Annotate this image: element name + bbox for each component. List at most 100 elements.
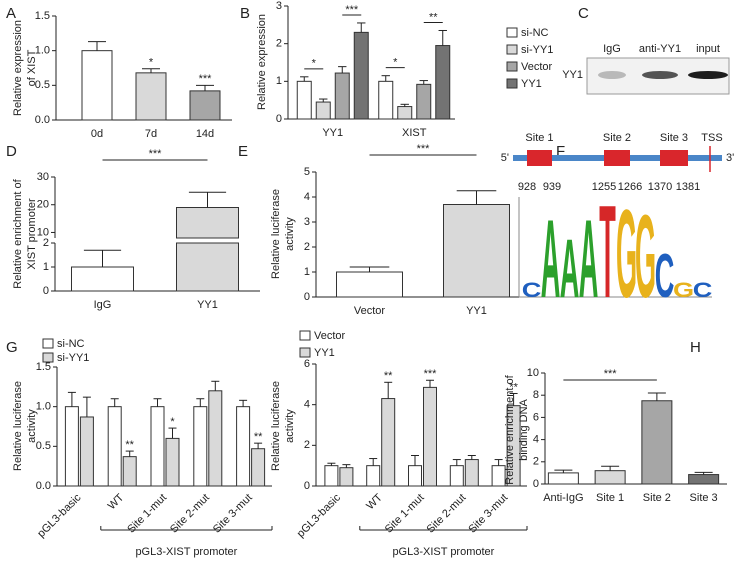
logo-letter: T xyxy=(599,179,616,326)
legend-swatch xyxy=(299,330,311,341)
panel-label: E xyxy=(238,143,248,160)
bar xyxy=(381,398,396,487)
legend-label: Vector xyxy=(314,330,346,342)
x-tick-label: WT xyxy=(364,491,385,512)
legend-label: si-NC xyxy=(57,338,85,350)
bar xyxy=(594,470,626,485)
y-tick-label: 0.0 xyxy=(35,114,50,126)
blot-band xyxy=(642,71,678,79)
y-axis-label: of XIST xyxy=(26,49,38,86)
y-tick-label: 1 xyxy=(43,261,49,273)
bar xyxy=(416,83,432,120)
legend-swatch xyxy=(506,78,518,89)
y-axis-label: Relative enrichment of xyxy=(504,374,516,484)
bar xyxy=(193,406,208,487)
y-tick-label: 0.0 xyxy=(36,480,51,492)
y-tick-label: 10 xyxy=(37,226,49,238)
panel-label: B xyxy=(240,5,250,22)
bar xyxy=(189,90,221,121)
legend-label: YY1 xyxy=(521,78,542,90)
row-label: YY1 xyxy=(562,69,583,81)
y-tick-label: 30 xyxy=(37,171,49,183)
bar xyxy=(443,204,510,298)
panel-label: G xyxy=(6,339,18,356)
bar xyxy=(449,465,464,487)
significance: *** xyxy=(417,143,431,155)
bar xyxy=(315,101,331,120)
x-tick-label: pGL3-basic xyxy=(295,491,344,540)
x-tick-label: Site 1-mut xyxy=(125,492,169,536)
y-tick-label: 1.5 xyxy=(36,361,51,373)
significance: * xyxy=(312,58,317,70)
three-prime: 3' xyxy=(726,152,734,164)
y-axis-label: Relative expression xyxy=(12,20,24,116)
y-tick-label: 0 xyxy=(276,113,282,125)
significance: ** xyxy=(429,11,438,23)
y-tick-label: 3 xyxy=(276,0,282,12)
bar xyxy=(236,406,251,487)
legend-swatch xyxy=(42,352,54,363)
site-box xyxy=(527,150,552,166)
panel-label: D xyxy=(6,143,17,160)
bar xyxy=(641,400,673,485)
significance: *** xyxy=(604,368,618,380)
y-tick-label: 0.5 xyxy=(35,79,50,91)
y-tick-label: 5 xyxy=(304,166,310,178)
bar xyxy=(165,437,180,487)
bar xyxy=(324,465,339,487)
bar xyxy=(423,386,437,487)
significance: *** xyxy=(149,148,163,160)
y-tick-label: 6 xyxy=(533,411,539,423)
y-tick-label: 2 xyxy=(304,241,310,253)
bar xyxy=(464,459,479,487)
y-tick-label: 8 xyxy=(533,389,539,401)
y-axis-label: activity xyxy=(284,217,296,251)
panel-label: A xyxy=(6,5,16,22)
site-end: 939 xyxy=(543,181,561,193)
logo-letter: C xyxy=(522,279,542,302)
bar xyxy=(122,456,137,487)
panel-label: C xyxy=(578,5,589,22)
y-tick-label: 4 xyxy=(304,399,310,411)
y-axis-label: XIST promoter xyxy=(26,198,38,270)
bar xyxy=(336,271,403,298)
logo-letter: A xyxy=(541,198,561,322)
y-tick-label: 2 xyxy=(304,439,310,451)
y-axis-label: Relative expression xyxy=(256,14,268,110)
y-tick-label: 0 xyxy=(533,478,539,490)
legend-label: si-YY1 xyxy=(521,44,553,56)
legend-swatch xyxy=(299,347,311,358)
site-end: 1266 xyxy=(618,181,642,193)
legend-swatch xyxy=(506,27,518,38)
site-label: Site 3 xyxy=(660,132,688,144)
x-tick-label: Site 2-mut xyxy=(168,492,212,536)
x-tick-label: YY1 xyxy=(322,127,343,139)
bar xyxy=(176,242,239,292)
panel-label: F xyxy=(556,143,565,160)
x-tick-label: Site 3-mut xyxy=(466,492,510,536)
y-axis-label: Relative luciferase xyxy=(270,189,282,279)
x-tick-label: Site 3-mut xyxy=(211,492,255,536)
x-tick-label: XIST xyxy=(402,127,427,139)
significance: ** xyxy=(125,439,134,451)
bar xyxy=(208,390,223,487)
y-axis-label: activity xyxy=(284,409,296,443)
bar xyxy=(397,106,413,120)
bar xyxy=(150,406,165,487)
y-tick-label: 0 xyxy=(43,285,49,297)
y-tick-label: 4 xyxy=(304,191,310,203)
x-tick-label: 0d xyxy=(91,128,103,140)
y-tick-label: 1.0 xyxy=(35,45,50,57)
y-tick-label: 0 xyxy=(304,291,310,303)
logo-letter: C xyxy=(655,241,675,311)
y-axis-label: Relative enrichment of xyxy=(12,178,24,288)
significance: * xyxy=(393,57,398,69)
blot-band xyxy=(598,71,626,79)
x-tick-label: YY1 xyxy=(466,305,487,317)
logo-letter: A xyxy=(579,198,599,322)
lane-label: anti-YY1 xyxy=(639,43,681,55)
y-tick-label: 10 xyxy=(527,367,539,379)
y-tick-label: 0.5 xyxy=(36,440,51,452)
x-tick-label: 7d xyxy=(145,128,157,140)
